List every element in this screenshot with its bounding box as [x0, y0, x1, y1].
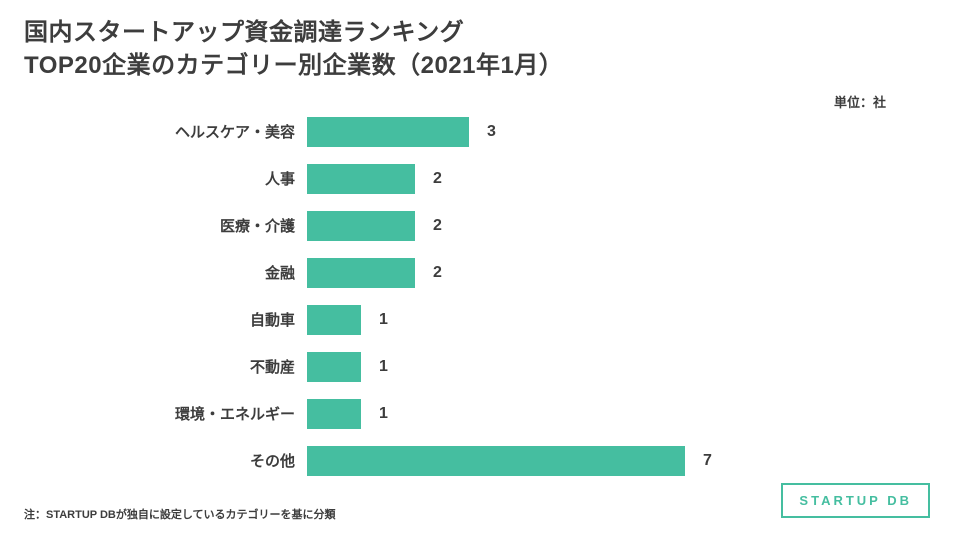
bar-track: 1 — [307, 351, 940, 382]
bar — [307, 116, 469, 147]
category-label: 医療・介護 — [219, 218, 295, 235]
category-label: その他 — [249, 453, 295, 470]
value-label: 2 — [433, 169, 442, 187]
bar-track: 1 — [307, 304, 940, 335]
title-line-2: TOP20企業のカテゴリー別企業数（2021年1月） — [24, 52, 564, 79]
page-title: 国内スタートアップ資金調達ランキング TOP20企業のカテゴリー別企業数（202… — [24, 16, 563, 82]
bar-track: 1 — [307, 398, 940, 429]
bar — [307, 304, 361, 335]
chart-row: 自動車 1 — [10, 296, 940, 343]
category-label: ヘルスケア・美容 — [174, 124, 295, 141]
title-line-1: 国内スタートアップ資金調達ランキング — [24, 19, 465, 46]
chart-row: 環境・エネルギー 1 — [10, 390, 940, 437]
bar — [307, 351, 361, 382]
bar — [307, 163, 415, 194]
bar-track: 3 — [307, 116, 940, 147]
category-label: 不動産 — [249, 359, 295, 376]
footnote: 注：STARTUP DBが独自に設定しているカテゴリーを基に分類 — [24, 509, 336, 521]
value-label: 2 — [433, 263, 442, 281]
chart-row: 不動産 1 — [10, 343, 940, 390]
value-label: 2 — [433, 216, 442, 234]
bar-track: 2 — [307, 163, 940, 194]
bar — [307, 210, 415, 241]
startup-db-logo: STARTUP DB — [781, 483, 930, 518]
bar-track: 2 — [307, 257, 940, 288]
unit-label: 単位：社 — [833, 95, 886, 110]
chart-row: 人事 2 — [10, 155, 940, 202]
bar — [307, 445, 685, 476]
bar-chart: ヘルスケア・美容 3 人事 2 医療・介護 2 金融 2 自動車 1 不動産 1 環境・エネルギー 1 その… — [10, 108, 940, 484]
bar-track: 2 — [307, 210, 940, 241]
value-label: 1 — [379, 404, 388, 422]
value-label: 3 — [487, 122, 496, 140]
value-label: 7 — [703, 451, 712, 469]
category-label: 環境・エネルギー — [174, 406, 295, 423]
value-label: 1 — [379, 310, 388, 328]
bar — [307, 398, 361, 429]
chart-row: 金融 2 — [10, 249, 940, 296]
chart-row: 医療・介護 2 — [10, 202, 940, 249]
category-label: 自動車 — [249, 312, 295, 329]
bar — [307, 257, 415, 288]
bar-track: 7 — [307, 445, 940, 476]
category-label: 人事 — [264, 171, 295, 188]
category-label: 金融 — [264, 265, 295, 282]
chart-row: その他 7 — [10, 437, 940, 484]
value-label: 1 — [379, 357, 388, 375]
chart-row: ヘルスケア・美容 3 — [10, 108, 940, 155]
